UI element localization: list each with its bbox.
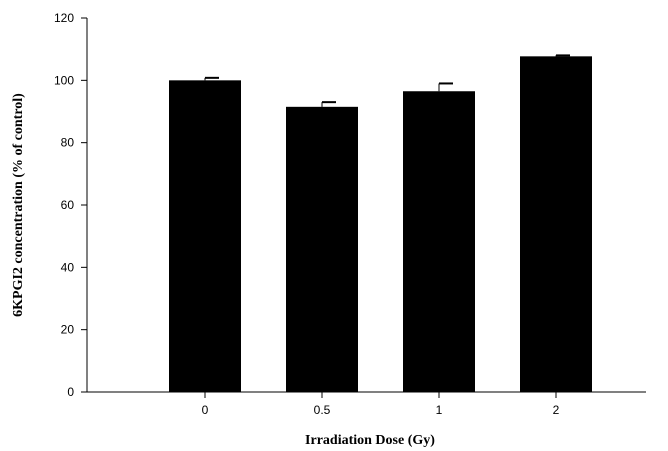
y-axis-title: 6KPGI2 concentration (% of control) bbox=[11, 93, 26, 317]
y-tick-label: 60 bbox=[61, 198, 75, 212]
bar bbox=[169, 80, 241, 392]
bar bbox=[286, 106, 358, 392]
error-bars bbox=[204, 54, 570, 107]
bar bbox=[520, 56, 592, 393]
y-tick-label: 0 bbox=[67, 385, 74, 399]
y-tick-label: 120 bbox=[54, 11, 74, 25]
y-tick-label: 40 bbox=[61, 260, 75, 274]
bars bbox=[169, 56, 592, 393]
x-tick-label: 2 bbox=[553, 403, 560, 417]
y-tick-label: 100 bbox=[54, 73, 74, 87]
y-tick-label: 20 bbox=[61, 323, 75, 337]
x-tick-label: 0.5 bbox=[314, 403, 331, 417]
x-axis-title: Irradiation Dose (Gy) bbox=[305, 433, 435, 448]
y-axis-ticks: 0 20 40 60 80 100 120 bbox=[54, 11, 87, 399]
x-tick-label: 1 bbox=[436, 403, 443, 417]
x-axis-ticks: 0 0.5 1 2 bbox=[202, 392, 560, 417]
bar bbox=[403, 91, 475, 392]
y-tick-label: 80 bbox=[61, 136, 75, 150]
x-tick-label: 0 bbox=[202, 403, 209, 417]
